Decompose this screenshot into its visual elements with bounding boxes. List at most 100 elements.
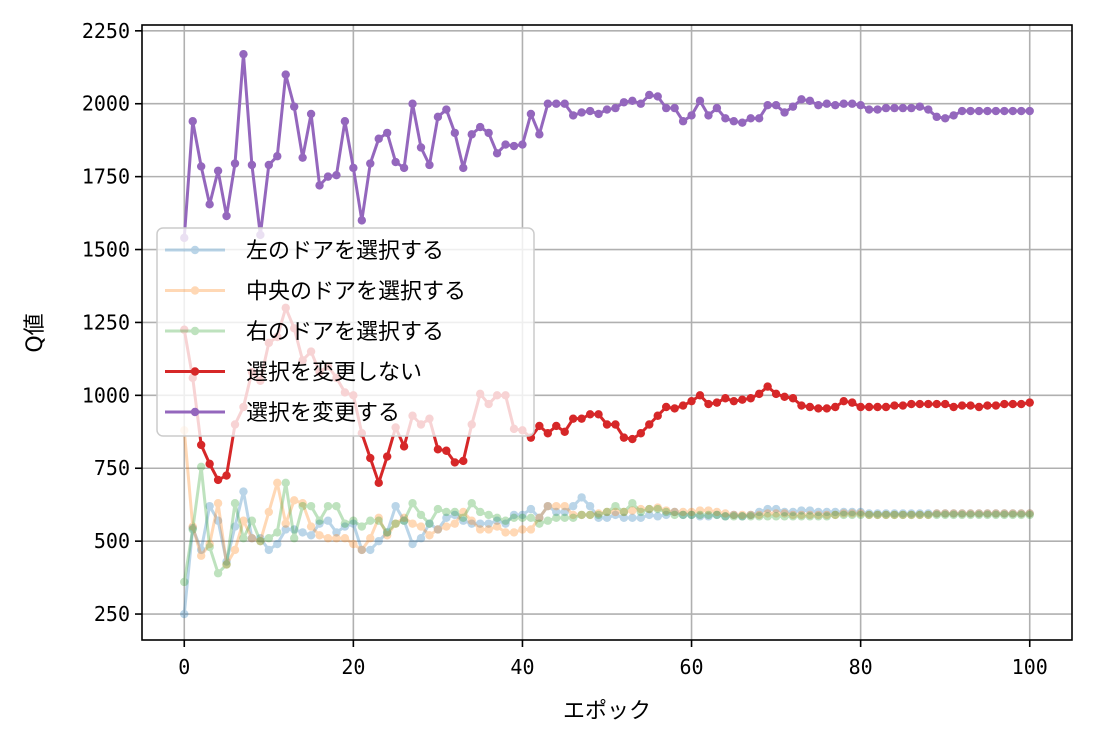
data-point [780,509,789,518]
data-point [450,128,460,138]
data-point [256,534,265,543]
data-point [661,402,671,412]
data-point [898,510,908,520]
data-point [230,545,240,555]
legend-marker [190,367,200,376]
data-point [805,506,815,515]
data-point [1025,509,1034,518]
data-point [425,519,434,528]
data-point [433,445,443,454]
data-point [966,509,975,518]
data-point [991,401,1001,410]
data-point [678,507,688,517]
data-point [560,507,569,517]
data-point [577,510,586,520]
data-point [196,162,206,171]
data-point [653,411,662,420]
data-point [230,522,240,531]
y-tick-label: 500 [94,529,130,553]
data-point [188,117,197,126]
data-point [695,512,705,521]
data-point [213,475,223,485]
data-point [433,504,443,514]
data-point [281,519,290,528]
data-point [1017,399,1026,409]
data-point [247,534,257,543]
data-point [856,509,865,518]
plot-frame [141,24,1073,641]
data-point [738,510,747,520]
data-point [543,501,553,511]
data-point [754,510,764,520]
legend-label: 選択を変更しない [246,361,422,386]
data-point [729,510,739,520]
data-point [501,516,510,525]
data-point [484,128,493,138]
data-point [847,507,857,517]
data-point [382,528,392,537]
data-point [526,513,536,523]
data-point [391,519,400,528]
legend-swatch [165,245,225,255]
data-point [738,512,747,521]
data-point [780,507,789,517]
data-point [898,510,908,520]
data-point [738,512,747,521]
data-point [704,510,713,520]
data-point [957,401,967,410]
data-point [645,504,654,514]
data-point [949,509,958,518]
data-point [298,499,307,508]
y-tick-label: 750 [94,456,130,480]
data-point [518,140,527,149]
data-point [831,402,840,412]
data-point [924,105,933,114]
data-point [611,507,620,517]
series-1 [180,426,1034,569]
data-point [602,513,612,523]
data-point [881,510,891,520]
legend-label: 右のドアを選択する [246,320,444,345]
data-point [1025,510,1034,520]
data-point [687,510,696,520]
data-point [467,519,476,528]
data-point [983,401,992,410]
data-point [890,401,899,410]
data-point [585,106,595,116]
data-point [771,512,781,521]
data-point [991,509,1001,518]
data-point [357,216,367,225]
legend-label: 左のドアを選択する [246,239,444,264]
y-tick-label: 1000 [82,383,130,407]
data-point [230,499,240,508]
data-point [678,117,688,126]
data-point [298,528,307,537]
data-point [433,525,443,534]
data-point [949,402,958,412]
data-point [653,503,662,512]
data-point [831,507,840,517]
data-point [602,507,612,517]
data-point [831,510,840,520]
x-tick-label: 20 [341,655,365,679]
data-point [568,513,578,523]
data-point [425,519,434,528]
data-point [374,478,383,488]
data-point [924,399,933,409]
data-point [738,118,747,127]
data-point [907,510,916,520]
data-point [788,510,798,520]
data-point [983,509,992,518]
data-point [535,519,544,528]
data-point [991,106,1001,116]
data-point [357,545,367,555]
data-point [611,420,620,429]
data-point [501,528,510,537]
data-point [1025,509,1034,518]
data-point [560,99,569,108]
data-point [518,525,527,534]
x-axis-label: エポック [563,699,651,724]
data-point [442,446,451,455]
data-point [890,509,899,518]
